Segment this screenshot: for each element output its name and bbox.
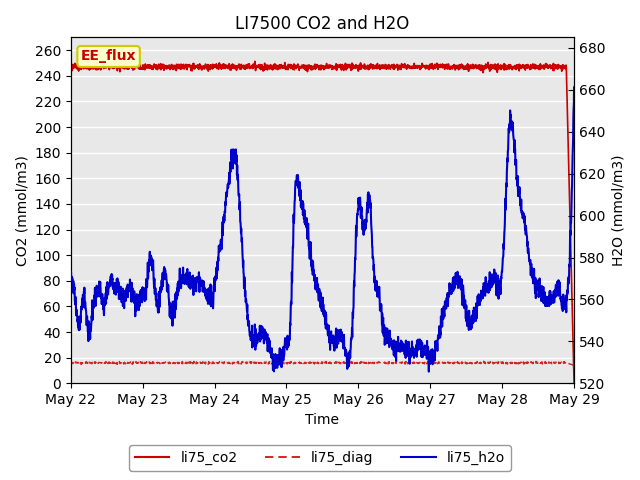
Y-axis label: CO2 (mmol/m3): CO2 (mmol/m3) xyxy=(15,155,29,266)
li75_co2 xyxy=(556,64,564,70)
Line: li75_h2o: li75_h2o xyxy=(71,87,574,372)
li75_diag xyxy=(463,361,471,367)
Text: EE_flux: EE_flux xyxy=(81,49,136,63)
li75_diag xyxy=(570,362,578,368)
Title: LI7500 CO2 and H2O: LI7500 CO2 and H2O xyxy=(236,15,410,33)
li75_co2 xyxy=(570,381,578,386)
X-axis label: Time: Time xyxy=(305,413,339,427)
li75_diag xyxy=(298,360,306,365)
li75_h2o xyxy=(463,317,471,323)
li75_diag xyxy=(312,360,319,365)
li75_co2 xyxy=(299,63,307,69)
li75_co2 xyxy=(93,63,100,69)
li75_co2 xyxy=(67,66,75,72)
li75_co2 xyxy=(556,64,563,70)
li75_co2 xyxy=(312,66,319,72)
li75_h2o xyxy=(556,279,564,285)
Legend: li75_co2, li75_diag, li75_h2o: li75_co2, li75_diag, li75_h2o xyxy=(129,445,511,471)
li75_h2o xyxy=(570,84,578,90)
Y-axis label: H2O (mmol/m3): H2O (mmol/m3) xyxy=(611,155,625,266)
li75_h2o xyxy=(93,287,100,292)
li75_h2o xyxy=(67,278,75,284)
li75_diag xyxy=(480,359,488,364)
Line: li75_diag: li75_diag xyxy=(71,361,574,365)
li75_co2 xyxy=(251,59,259,64)
li75_diag xyxy=(556,360,564,366)
li75_diag xyxy=(93,360,100,366)
li75_co2 xyxy=(463,66,471,72)
Line: li75_co2: li75_co2 xyxy=(71,61,574,384)
li75_h2o xyxy=(312,275,319,281)
li75_h2o xyxy=(425,369,433,374)
li75_diag xyxy=(67,361,75,367)
li75_diag xyxy=(556,360,563,366)
li75_h2o xyxy=(556,284,563,290)
li75_h2o xyxy=(298,201,306,207)
